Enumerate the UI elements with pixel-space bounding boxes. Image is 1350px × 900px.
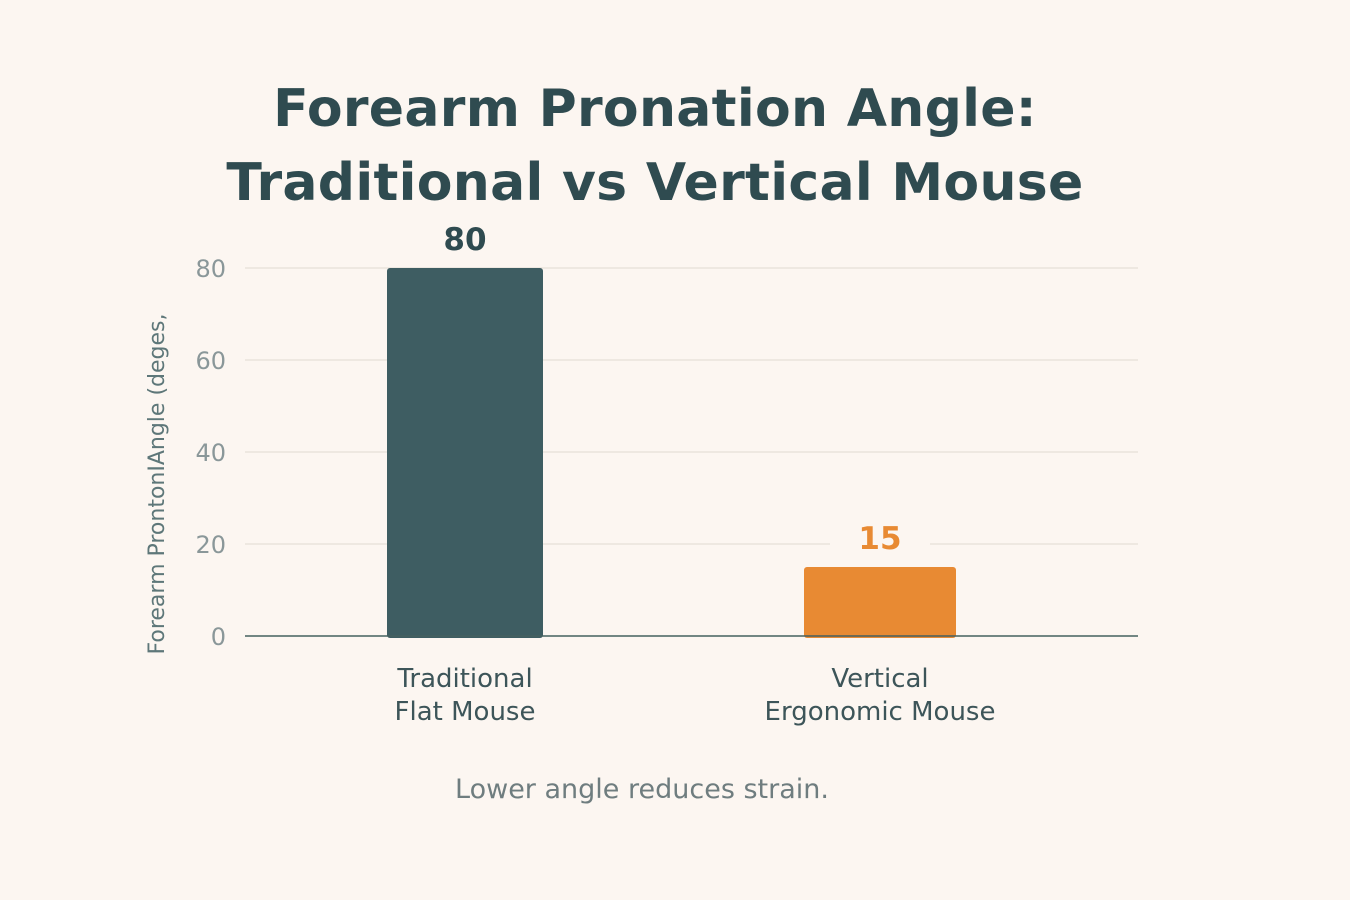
value-label-background <box>830 519 930 561</box>
y-axis-label: Forearm ProntonIAngle (deges, <box>145 314 170 655</box>
bar <box>387 268 543 638</box>
y-tick-label: 40 <box>195 439 226 467</box>
value-labels: 80 15 <box>415 220 930 561</box>
y-axis-ticks: 0 20 40 60 80 <box>195 255 226 651</box>
y-tick-label: 20 <box>195 531 226 559</box>
value-label: 80 <box>443 222 486 258</box>
x-category-label: Vertical <box>831 664 928 694</box>
value-label: 15 <box>858 521 901 557</box>
y-tick-label: 60 <box>195 347 226 375</box>
x-category-label: Flat Mouse <box>395 697 536 727</box>
chart-title: Forearm Pronation Angle: Traditional vs … <box>0 72 1310 220</box>
y-tick-label: 80 <box>195 255 226 283</box>
x-category-label: Traditional <box>396 664 532 694</box>
chart-title-line-1: Forearm Pronation Angle: <box>273 79 1037 139</box>
y-tick-label: 0 <box>211 623 226 651</box>
value-label-background <box>415 220 515 262</box>
chart-title-line-2: Traditional vs Vertical Mouse <box>226 153 1084 213</box>
x-category-label: Ergonomic Mouse <box>765 697 996 727</box>
gridlines <box>245 267 1138 545</box>
bars <box>387 268 956 638</box>
footnote: Lower angle reduces strain. <box>455 774 829 805</box>
bar <box>804 567 956 638</box>
